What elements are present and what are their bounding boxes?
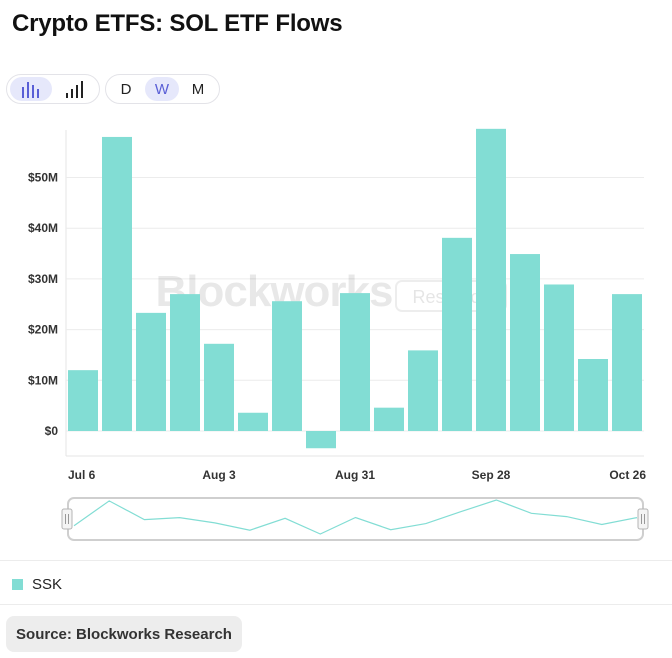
bar-jul-13 xyxy=(102,136,132,431)
bar-aug-10 xyxy=(238,412,268,431)
bar-oct-12 xyxy=(544,284,574,431)
period-m-button[interactable]: M xyxy=(191,80,205,98)
x-tick-label: Aug 3 xyxy=(202,468,236,482)
x-tick-label: Sep 28 xyxy=(472,468,511,482)
y-tick-label: $0 xyxy=(45,424,59,438)
bar-oct-26 xyxy=(612,294,642,431)
legend[interactable]: SSK xyxy=(12,576,62,593)
bar-jul-6 xyxy=(68,370,98,431)
y-tick-label: $20M xyxy=(28,323,58,337)
bar-aug-24 xyxy=(306,431,336,449)
bar-jul-27 xyxy=(170,294,200,431)
legend-label: SSK xyxy=(32,576,63,593)
navigator-left-handle[interactable] xyxy=(61,508,73,530)
period-toggle-group: D W M xyxy=(105,74,220,104)
chart-area: $0$10M$20M$30M$40M$50MBlockworksResearch… xyxy=(28,128,649,541)
bar-sep-21 xyxy=(442,237,472,431)
bar-sep-14 xyxy=(408,350,438,431)
y-tick-label: $40M xyxy=(28,221,58,235)
y-tick-label: $30M xyxy=(28,272,58,286)
y-tick-label: $50M xyxy=(28,171,58,185)
source-badge: Source: Blockworks Research xyxy=(6,616,242,652)
bar-chart-toggle[interactable] xyxy=(10,77,52,101)
period-w-button[interactable]: W xyxy=(145,77,179,101)
bar-sep-28 xyxy=(476,128,506,431)
period-d-button[interactable]: D xyxy=(120,80,132,98)
bar-sep-7 xyxy=(374,407,404,431)
x-tick-label: Jul 6 xyxy=(68,468,96,482)
bar-oct-5 xyxy=(510,254,540,431)
signal-chart-toggle[interactable] xyxy=(55,77,97,101)
x-tick-label: Oct 26 xyxy=(609,468,646,482)
bar-aug-17 xyxy=(272,301,302,431)
bar-jul-20 xyxy=(136,312,166,431)
bar-aug-31 xyxy=(340,293,370,431)
bar-aug-3 xyxy=(204,343,234,431)
x-tick-label: Aug 31 xyxy=(335,468,375,482)
divider xyxy=(0,560,672,561)
bar-oct-19 xyxy=(578,359,608,431)
navigator-series-line xyxy=(73,499,638,535)
legend-swatch xyxy=(12,579,23,590)
chart-type-toggle-group xyxy=(6,74,100,104)
signal-bars-icon xyxy=(66,81,84,98)
navigator-right-handle[interactable] xyxy=(637,508,649,530)
divider xyxy=(0,604,672,605)
page-title: Crypto ETFS: SOL ETF Flows xyxy=(12,10,343,37)
y-tick-label: $10M xyxy=(28,373,58,387)
bar-chart-icon xyxy=(21,82,39,98)
